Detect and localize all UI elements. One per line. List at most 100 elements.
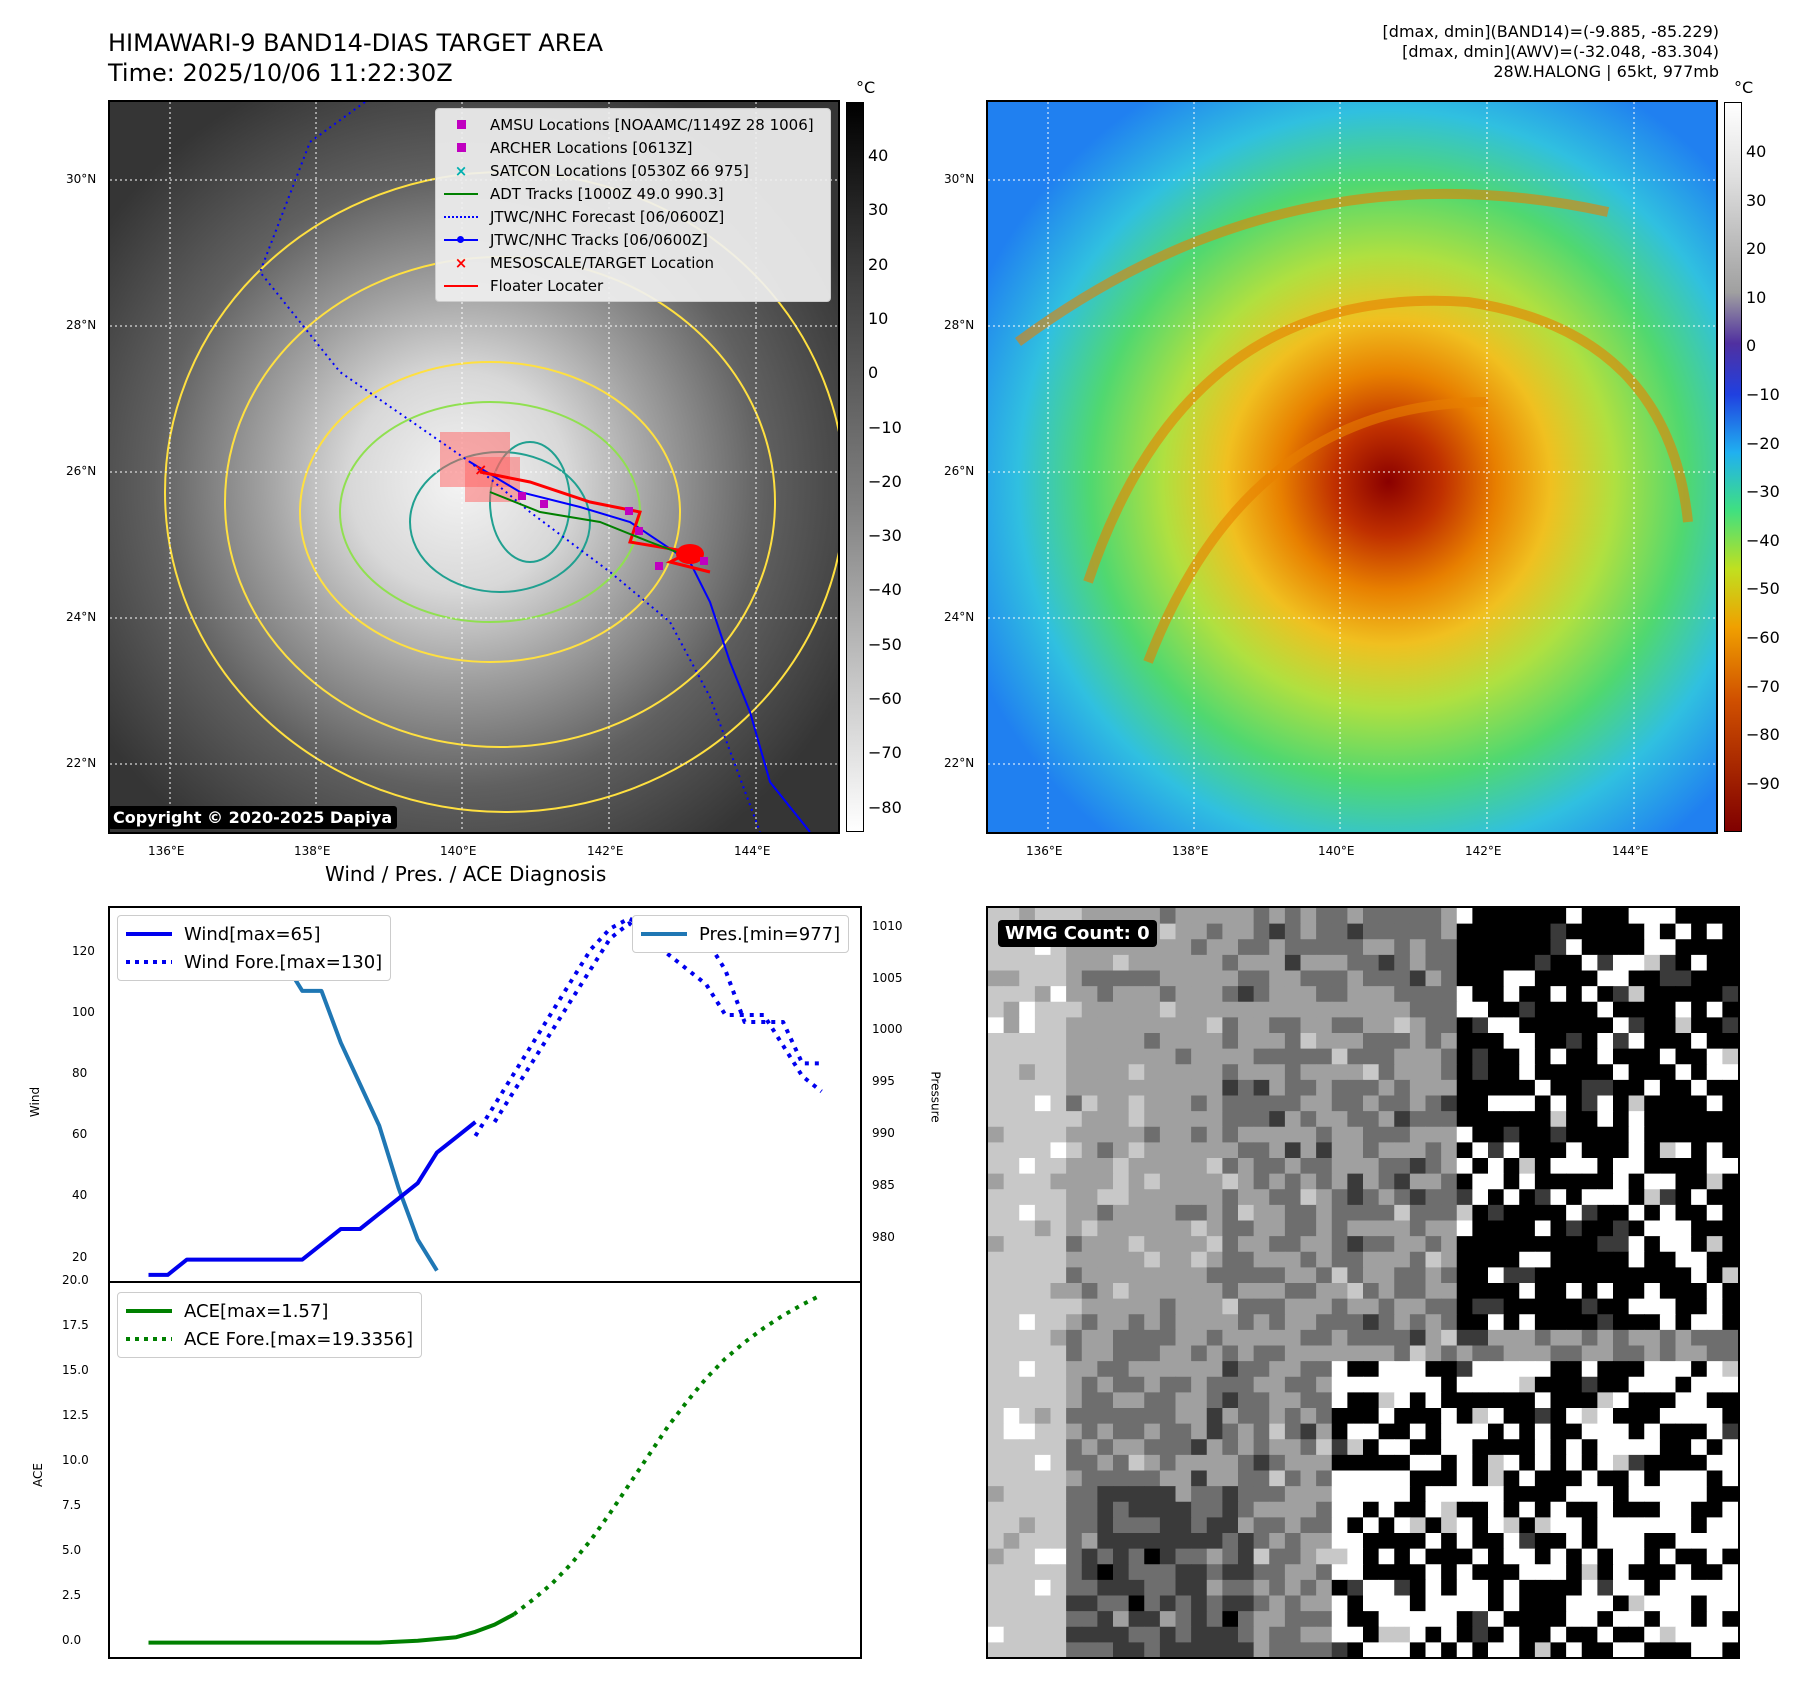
colorbar1-tick-label: −40 <box>868 580 902 600</box>
colorbar1-tick-label: 30 <box>868 200 889 220</box>
colorbar2-tick-label: −10 <box>1746 385 1780 404</box>
colorbar2-tick-label: −90 <box>1746 773 1780 793</box>
map1-lat-tick: 28°N <box>66 318 97 332</box>
wmg-pixel-grid <box>988 908 1738 1657</box>
ace-tick-label: 7.5 <box>62 1497 82 1512</box>
wind-legend: Wind[max=65] Wind Fore.[max=130] <box>117 915 392 981</box>
legend-item-jtwc-tracks: JTWC/NHC Tracks [06/0600Z] <box>444 228 822 251</box>
map1-lon-tick: 142°E <box>587 844 624 858</box>
ace-tick-label: 15.0 <box>62 1362 89 1377</box>
wind-tick-label: 60 <box>72 1127 88 1142</box>
colorbar2-tick-label: −60 <box>1746 628 1780 647</box>
pressure-tick-label: 1000 <box>872 1022 903 1037</box>
map2-lon-tick: 138°E <box>1172 844 1209 858</box>
ace-tick-label: 17.5 <box>62 1317 89 1332</box>
ace-tick-label: 2.5 <box>62 1587 82 1602</box>
wmg-panel <box>986 906 1740 1659</box>
wmg-count-badge: WMG Count: 0 <box>998 920 1157 947</box>
svg-text:×: × <box>474 460 487 479</box>
map1-lon-tick: 144°E <box>734 844 771 858</box>
map-legend: AMSU Locations [NOAAMC/1149Z 28 1006] AR… <box>435 108 831 302</box>
pressure-axis-label: Pressure <box>928 1071 943 1123</box>
map1-lon-tick: 136°E <box>148 844 185 858</box>
colorbar2-tick-label: 40 <box>1746 142 1767 161</box>
wind-tick-label: 20 <box>72 1249 88 1264</box>
legend-item-adt: ADT Tracks [1000Z 49.0 990.3] <box>444 182 822 205</box>
ace-tick-label: 20.0 <box>62 1273 89 1287</box>
colorbar1-tick-label: −70 <box>868 743 902 763</box>
info-line1: [dmax, dmin](BAND14)=(-9.885, -85.229) <box>1382 22 1719 41</box>
map2-lat-tick: 26°N <box>944 464 975 478</box>
copyright-badge: Copyright © 2020-2025 Dapiya <box>108 806 398 829</box>
legend-item-satcon: × SATCON Locations [0530Z 66 975] <box>454 161 749 180</box>
colorbar1-tick-label: −20 <box>868 471 902 491</box>
legend-item-amsu: AMSU Locations [NOAAMC/1149Z 28 1006] <box>444 113 822 136</box>
colorbar1-tick-label: −30 <box>868 526 902 546</box>
series-line-wind-fore-max-130- <box>492 921 823 1124</box>
wind-axis-label: Wind <box>28 1086 43 1118</box>
colorbar1-tick-label: 20 <box>868 254 889 274</box>
series-line-wind-max-65- <box>148 1120 477 1277</box>
legend-item-mesoscale: × MESOSCALE/TARGET Location <box>454 253 715 272</box>
diagnosis-title: Wind / Pres. / ACE Diagnosis <box>325 862 607 886</box>
ace-axis-label: ACE <box>30 1463 45 1487</box>
colorbar1-tick-label: −10 <box>868 417 902 437</box>
wind-tick-label: 80 <box>72 1066 88 1081</box>
ace-svg <box>148 1293 823 1645</box>
awv-map-panel <box>986 100 1718 834</box>
pressure-tick-label: 995 <box>872 1074 895 1089</box>
stats-info: [dmax, dmin](BAND14)=(-9.885, -85.229) [d… <box>1383 22 1719 82</box>
ace-plot <box>108 1281 862 1659</box>
colorbar1 <box>846 102 864 832</box>
title-line2: Time: 2025/10/06 11:22:30Z <box>108 59 453 87</box>
colorbar2-tick-label: −40 <box>1746 530 1780 550</box>
wind-tick-label: 120 <box>72 943 95 958</box>
wmg-cells <box>988 908 1738 1657</box>
colorbar1-tick-label: 10 <box>868 308 889 328</box>
map2-lon-tick: 144°E <box>1612 844 1649 858</box>
colorbar1-tick-label: −50 <box>868 634 902 654</box>
colorbar2-tick-label: 10 <box>1746 287 1767 307</box>
info-line3: 28W.HALONG | 65kt, 977mb <box>1493 62 1719 81</box>
colorbar1-unit: °C <box>856 78 876 97</box>
pressure-tick-label: 980 <box>872 1229 895 1244</box>
legend-item-archer: ARCHER Locations [0613Z] <box>444 136 822 159</box>
map1-lat-tick: 30°N <box>66 172 97 186</box>
ace-legend: ACE[max=1.57] ACE Fore.[max=19.3356] <box>117 1292 422 1358</box>
map2-lon-tick: 136°E <box>1026 844 1063 858</box>
series-line-ace-fore-max-19-3356- <box>512 1293 823 1616</box>
colorbar2-tick-label: −70 <box>1746 676 1780 696</box>
pressure-tick-label: 1010 <box>872 918 903 933</box>
awv-map-svg <box>988 102 1716 832</box>
colorbar2-tick-label: 30 <box>1746 190 1767 210</box>
title-line1: HIMAWARI-9 BAND14-DIAS TARGET AREA <box>108 29 604 57</box>
ace-tick-label: 0.0 <box>62 1632 82 1647</box>
map2-lat-tick: 24°N <box>944 610 975 624</box>
legend-item-jtwc-forecast: JTWC/NHC Forecast [06/0600Z] <box>444 205 822 228</box>
pressure-tick-label: 990 <box>872 1125 895 1140</box>
wind-tick-label: 100 <box>72 1005 95 1019</box>
colorbar1-tick-label: −80 <box>868 797 902 817</box>
ace-tick-label: 10.0 <box>62 1452 89 1467</box>
map1-lat-tick: 22°N <box>66 756 97 770</box>
legend-ace: ACE[max=1.57] <box>126 1300 329 1322</box>
colorbar2-tick-label: −30 <box>1746 482 1780 502</box>
ace-tick-label: 5.0 <box>62 1542 82 1557</box>
legend-wind: Wind[max=65] <box>126 923 321 945</box>
map1-lon-tick: 138°E <box>294 844 331 858</box>
info-line2: [dmax, dmin](AWV)=(-32.048, -83.304) <box>1402 42 1719 61</box>
colorbar2-tick-label: −20 <box>1746 433 1780 453</box>
colorbar2-tick-label: −80 <box>1746 725 1780 745</box>
map1-lat-tick: 26°N <box>66 464 97 478</box>
legend-ace-forecast: ACE Fore.[max=19.3356] <box>126 1328 413 1350</box>
map1-lon-tick: 140°E <box>440 844 477 858</box>
map1-lat-tick: 24°N <box>66 610 97 624</box>
pressure-tick-label: 1005 <box>872 970 903 985</box>
ace-tick-label: 12.5 <box>62 1407 89 1422</box>
colorbar1-tick-label: 40 <box>868 146 889 165</box>
legend-pressure: Pres.[min=977] <box>641 923 841 945</box>
legend-item-floater: Floater Locater <box>444 274 822 297</box>
colorbar2-tick-label: 20 <box>1746 239 1767 259</box>
colorbar2-tick-label: −50 <box>1746 579 1780 599</box>
figure-title: HIMAWARI-9 BAND14-DIAS TARGET AREA Time: … <box>108 28 603 88</box>
